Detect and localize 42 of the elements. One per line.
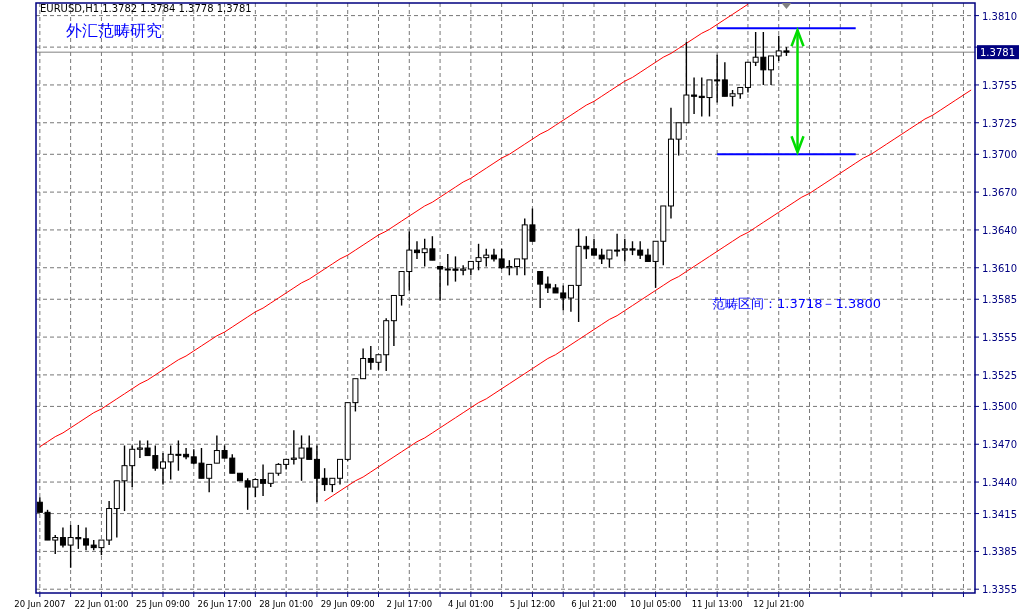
y-tick-label: 1.3755 <box>982 79 1017 91</box>
annotation: 范畴区间：1.3718－1.3800 <box>712 296 881 311</box>
y-tick-label: 1.3640 <box>982 224 1017 236</box>
candlestick <box>437 265 444 302</box>
candlestick <box>160 452 166 486</box>
x-tick-label: 2 Jul 17:00 <box>386 599 433 609</box>
y-tick-label: 1.3670 <box>982 187 1017 199</box>
y-tick-label: 1.3525 <box>982 369 1017 381</box>
x-tick-label: 4 Jul 01:00 <box>448 599 494 609</box>
candlestick <box>337 458 344 486</box>
y-tick-label: 1.3700 <box>982 149 1017 161</box>
y-tick-label: 1.3810 <box>982 10 1017 22</box>
y-tick-label: 1.3585 <box>982 294 1017 306</box>
x-tick-label: 11 Jul 13:00 <box>691 599 743 609</box>
y-tick-label: 1.3415 <box>982 508 1017 520</box>
x-tick-label: 20 Jun 2007 <box>14 599 66 609</box>
x-tick-label: 22 Jun 01:00 <box>74 599 129 609</box>
y-tick-label: 1.3500 <box>982 401 1017 413</box>
line-series <box>324 89 972 502</box>
y-tick-label: 1.3440 <box>982 477 1017 489</box>
y-tick-label: 1.3725 <box>982 117 1017 129</box>
text: 外汇范畴研究 <box>66 21 162 40</box>
y-tick-label: 1.3610 <box>982 262 1017 274</box>
x-tick-label: 28 Jun 01:00 <box>259 599 314 609</box>
candlestick <box>537 270 544 309</box>
x-tick-label: 6 Jul 21:00 <box>571 599 617 609</box>
x-tick-label: 29 Jun 09:00 <box>320 599 375 609</box>
candlestick <box>83 526 90 551</box>
y-tick-label: 1.3385 <box>982 546 1017 558</box>
x-tick-label: 10 Jul 05:00 <box>630 599 682 609</box>
x-tick-label: 26 Jun 17:00 <box>197 599 252 609</box>
y-tick-label: 1.3555 <box>982 332 1017 344</box>
candlestick <box>768 55 775 86</box>
line-series <box>39 3 749 448</box>
y-tick-label: 1.3355 <box>982 584 1017 596</box>
x-tick-label: 12 Jul 21:00 <box>753 599 805 609</box>
ref-line-label: 1.3781 <box>980 47 1015 59</box>
annotation: EURUSD,H1 1.3782 1.3784 1.3778 1.3781 <box>40 3 252 14</box>
x-tick-label: 5 Jul 12:00 <box>509 599 556 609</box>
candlestick <box>413 240 420 260</box>
x-tick-label: 25 Jun 09:00 <box>136 599 190 609</box>
y-tick-label: 1.3470 <box>982 439 1017 451</box>
